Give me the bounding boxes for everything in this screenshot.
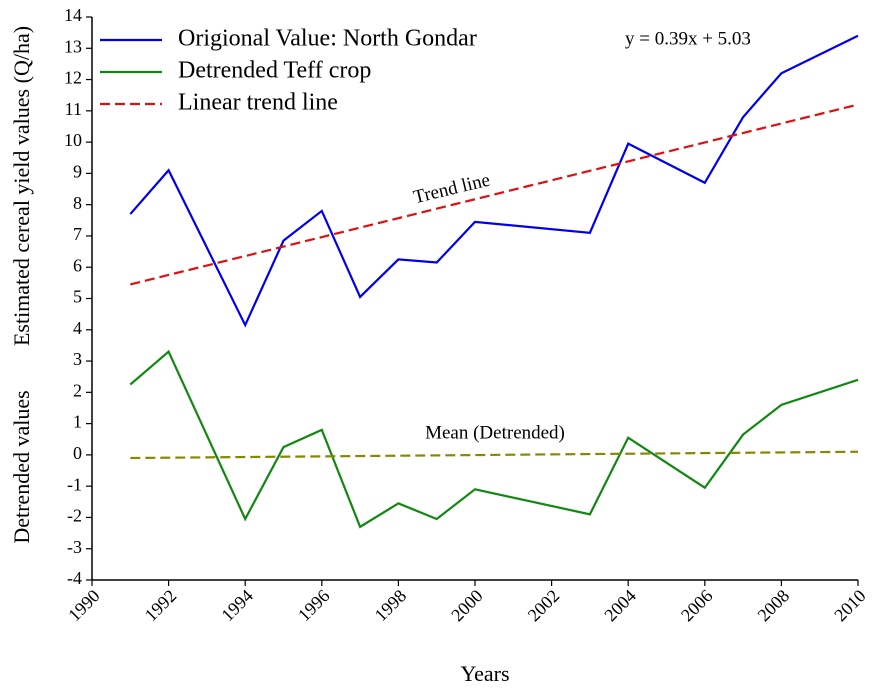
legend-label: Linear trend line	[178, 90, 338, 116]
y-tick-label: 11	[65, 99, 82, 119]
y-tick-label: -1	[67, 474, 82, 494]
x-tick-label: 2006	[677, 586, 717, 626]
x-tick-label: 1994	[217, 586, 257, 626]
x-tick-label: 2004	[600, 586, 640, 626]
legend-label: Origional Value: North Gondar	[178, 26, 477, 52]
y-tick-label: 1	[73, 412, 82, 432]
x-axis-title: Years	[460, 661, 509, 686]
y-tick-label: -3	[67, 537, 82, 557]
series-line	[130, 450, 859, 460]
y-tick-label: 7	[73, 224, 82, 244]
y-tick-label: 9	[73, 162, 82, 182]
x-tick-label: 1996	[294, 586, 334, 626]
y-tick-label: -2	[67, 506, 82, 526]
x-tick-label: 2008	[754, 586, 794, 626]
y-tick-label: 2	[73, 380, 82, 400]
y-axis-title: Detrended values	[9, 390, 34, 543]
y-tick-label: 3	[73, 349, 82, 369]
x-tick-label: 1992	[141, 586, 181, 626]
y-tick-label: 6	[73, 255, 82, 275]
x-tick-label: 2010	[830, 586, 870, 626]
x-tick-label: 2002	[524, 586, 564, 626]
x-tick-label: 1998	[371, 586, 411, 626]
y-tick-label: 14	[64, 5, 82, 25]
y-tick-label: 13	[64, 36, 82, 56]
y-tick-label: 8	[73, 193, 82, 213]
series-line	[130, 103, 859, 286]
y-tick-label: 12	[64, 68, 82, 88]
annotation: Trend line	[411, 170, 492, 209]
series-line	[129, 34, 859, 328]
annotation: Mean (Detrended)	[425, 422, 565, 443]
legend-label: Detrended Teff crop	[178, 58, 371, 84]
x-tick-label: 1990	[64, 586, 104, 626]
y-tick-label: 10	[64, 130, 82, 150]
y-axis-title: Estimated cereal yield values (Q/ha)	[9, 26, 34, 346]
y-tick-label: 0	[73, 443, 82, 463]
y-tick-label: -4	[67, 568, 82, 588]
y-tick-label: 4	[73, 318, 82, 338]
y-tick-label: 5	[73, 287, 82, 307]
x-tick-label: 2000	[447, 586, 487, 626]
equation: y = 0.39x + 5.03	[625, 28, 751, 49]
